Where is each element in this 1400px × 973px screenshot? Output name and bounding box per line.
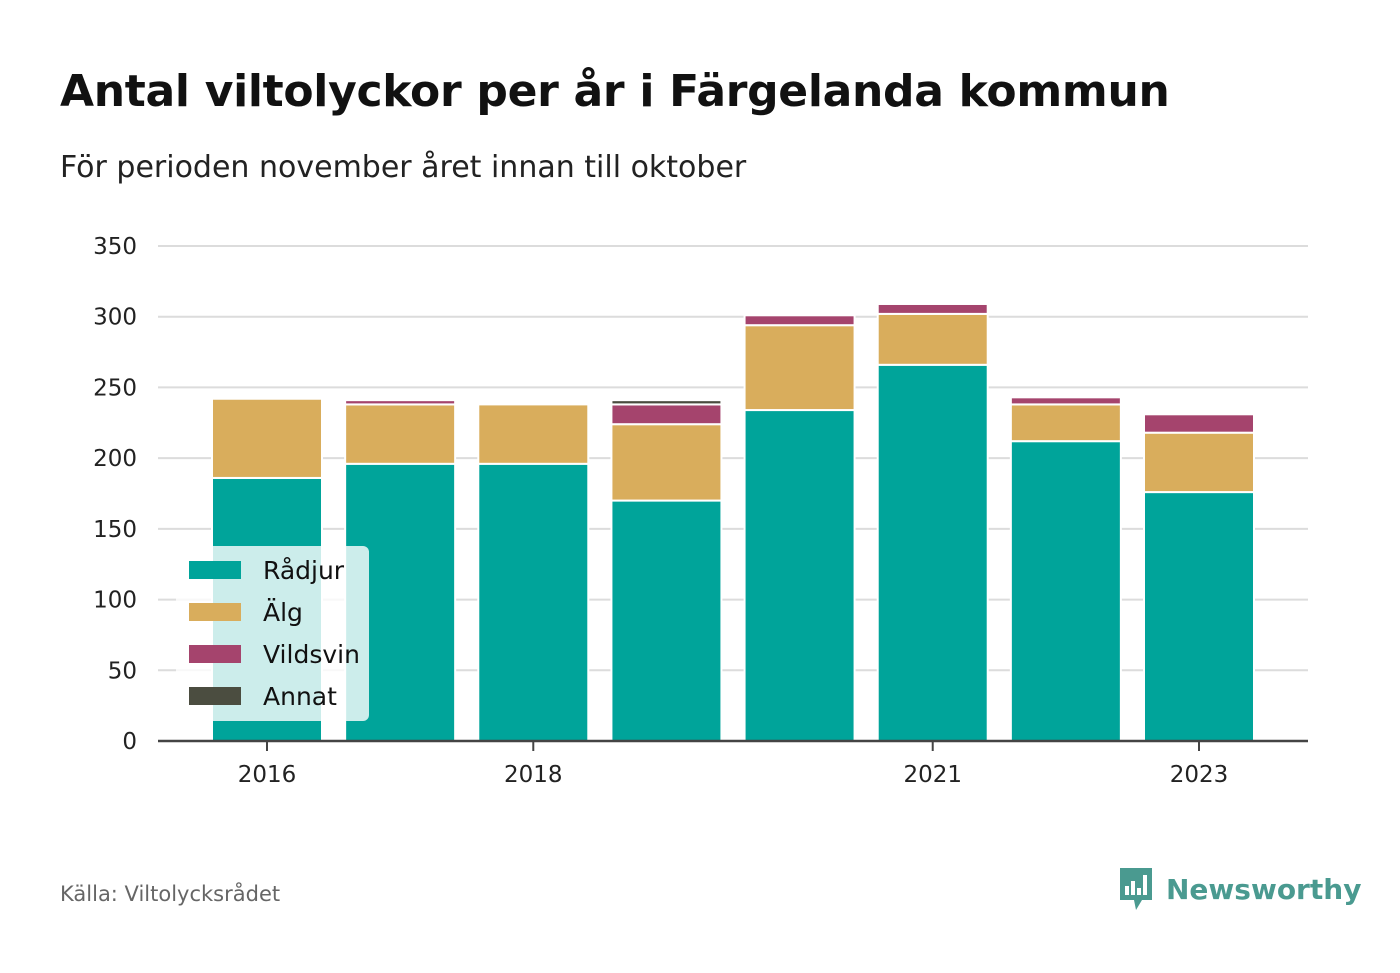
y-tick-label: 200 [93, 446, 137, 472]
legend-label: Älg [263, 598, 303, 627]
y-tick-label: 50 [108, 658, 137, 684]
bar-segment-2017-3[interactable] [344, 399, 457, 406]
bar-segment-2020-3[interactable] [743, 314, 856, 327]
bar-chart-speech-bubble-icon [1120, 868, 1152, 910]
chart-title: Antal viltolyckor per år i Färgelanda ko… [60, 66, 1170, 117]
brand-name: Newsworthy [1166, 872, 1362, 906]
brand-logo[interactable]: Newsworthy [1118, 866, 1361, 912]
bar-segment-2020-2[interactable] [743, 324, 856, 412]
x-tick-label: 2018 [504, 762, 563, 788]
legend-swatch [189, 561, 241, 579]
y-axis-ticks: 0 50 100 150 200 250 300 350 [93, 234, 137, 755]
bar-segment-2023-3[interactable] [1143, 413, 1255, 434]
bar-segment-2022-2[interactable] [1009, 403, 1122, 443]
legend-label: Annat [263, 682, 337, 711]
bar-segment-2023-1[interactable] [1143, 491, 1255, 743]
y-tick-label: 250 [93, 375, 137, 401]
bar-segment-2018-2[interactable] [477, 403, 590, 465]
bar-segment-2018-1[interactable] [477, 462, 590, 742]
legend-label: Vildsvin [263, 640, 360, 669]
x-tick-label: 2021 [903, 762, 962, 788]
y-tick-label: 350 [93, 234, 137, 260]
source-note: Källa: Viltolycksrådet [60, 882, 281, 906]
legend[interactable]: Rådjur Älg Vildsvin Annat [176, 546, 369, 721]
y-tick-label: 150 [93, 517, 137, 543]
bar-segment-2019-1[interactable] [610, 499, 723, 743]
chart-subtitle: För perioden november året innan till ok… [60, 150, 747, 185]
legend-label: Rådjur [263, 556, 345, 585]
x-axis-ticks: 2016 2018 2021 2023 [238, 741, 1229, 788]
bar-segment-2023-2[interactable] [1143, 431, 1255, 494]
y-tick-label: 300 [93, 305, 137, 331]
legend-swatch [189, 603, 241, 621]
legend-swatch [189, 645, 241, 663]
bar-segment-2019-3[interactable] [610, 403, 723, 426]
bar-segment-2020-1[interactable] [743, 409, 856, 742]
bar-segment-2021-3[interactable] [876, 302, 989, 315]
bar-segment-2016-2[interactable] [211, 397, 323, 479]
y-tick-label: 100 [93, 588, 137, 614]
bar-segment-2021-2[interactable] [876, 312, 989, 366]
legend-box [176, 546, 369, 721]
y-tick-label: 0 [122, 729, 137, 755]
legend-swatch [189, 687, 241, 705]
bar-segment-2022-1[interactable] [1009, 440, 1122, 742]
x-tick-label: 2023 [1170, 762, 1229, 788]
x-tick-label: 2016 [238, 762, 297, 788]
bar-segment-2019-4[interactable] [610, 399, 723, 406]
bar-segment-2017-2[interactable] [344, 403, 457, 465]
bar-segment-2021-1[interactable] [876, 363, 989, 742]
bar-segment-2019-2[interactable] [610, 423, 723, 502]
bar-segment-2022-3[interactable] [1009, 396, 1122, 406]
